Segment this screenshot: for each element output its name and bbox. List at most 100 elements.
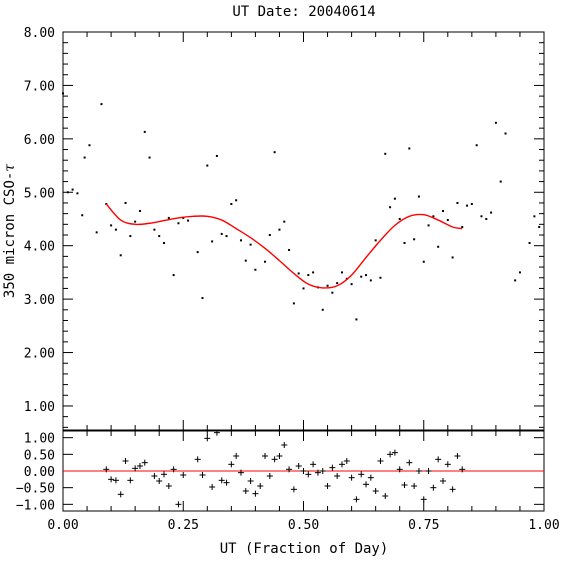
- residual-point: [117, 491, 124, 498]
- data-point: [88, 144, 91, 147]
- data-point: [374, 239, 377, 242]
- residual-point: [271, 456, 278, 463]
- chart-title: UT Date: 20040614: [232, 4, 375, 20]
- residual-point: [252, 490, 259, 497]
- residual-data-points: [103, 429, 466, 508]
- x-tick-label: 0.75: [408, 518, 439, 533]
- residual-point: [156, 478, 163, 484]
- residual-point: [194, 456, 201, 463]
- residual-point: [170, 466, 177, 473]
- y-tick-label: 4.00: [24, 240, 55, 255]
- x-axis-label: UT (Fraction of Day): [220, 541, 389, 557]
- data-point: [350, 283, 353, 286]
- data-point: [461, 225, 464, 228]
- residual-point: [363, 481, 370, 488]
- data-point: [518, 271, 521, 274]
- resid-y-tick-label: 1.00: [24, 432, 55, 447]
- fit-curve: [105, 203, 463, 289]
- residual-point: [305, 471, 312, 478]
- data-point: [360, 275, 363, 278]
- data-point: [215, 154, 218, 157]
- data-point: [71, 188, 74, 191]
- data-point: [441, 209, 444, 212]
- data-point: [283, 220, 286, 223]
- x-tick-label: 1.00: [528, 518, 559, 533]
- data-point: [427, 224, 430, 227]
- data-point: [369, 279, 372, 282]
- residual-point: [161, 471, 168, 478]
- residual-point: [430, 484, 437, 491]
- residual-point: [204, 435, 211, 442]
- data-point: [76, 192, 79, 195]
- data-point: [273, 151, 276, 154]
- residual-point: [257, 483, 264, 489]
- data-point: [129, 235, 132, 238]
- data-point: [119, 254, 122, 257]
- y-tick-label: 1.00: [24, 400, 55, 415]
- residual-point: [237, 469, 244, 476]
- data-point: [312, 271, 315, 274]
- data-point: [62, 92, 64, 95]
- residual-point: [209, 484, 216, 490]
- residual-point: [387, 451, 394, 458]
- residual-point: [348, 474, 355, 481]
- data-point: [239, 239, 242, 242]
- y-axis-label: 350 micron CSO-τ: [2, 164, 18, 298]
- data-point: [514, 279, 517, 282]
- residual-point: [377, 458, 384, 464]
- residual-point: [329, 464, 336, 471]
- data-point: [384, 152, 387, 155]
- main-panel: 1.00 2.00 3.00 4.00 5.00 6.00 7.00 8.00 350 mic…: [2, 26, 545, 431]
- residual-point: [367, 474, 374, 481]
- data-point: [268, 234, 271, 237]
- data-point: [124, 201, 127, 204]
- data-point: [403, 242, 406, 245]
- y-tick-label: 3.00: [24, 293, 55, 308]
- residual-point: [324, 483, 331, 489]
- residual-point: [199, 472, 206, 478]
- data-point: [499, 180, 502, 183]
- data-point: [134, 220, 137, 223]
- data-point: [172, 274, 175, 277]
- data-point: [365, 274, 368, 277]
- data-point: [163, 242, 166, 245]
- residual-panel: 1.000.50 0.00 −0.50−1.00: [16, 429, 545, 513]
- residual-point: [439, 478, 446, 484]
- residual-point: [266, 473, 273, 479]
- residual-point: [382, 493, 389, 499]
- data-point: [355, 318, 358, 321]
- residual-point: [449, 486, 456, 493]
- data-point: [480, 215, 483, 218]
- residual-point: [281, 442, 288, 448]
- residual-point: [233, 453, 240, 459]
- residual-point: [242, 488, 249, 494]
- residual-point: [314, 469, 321, 476]
- residual-point: [228, 461, 235, 468]
- data-point: [153, 228, 156, 231]
- data-point: [249, 243, 252, 246]
- data-point: [158, 235, 161, 238]
- residual-point: [401, 482, 408, 488]
- residual-point: [286, 466, 293, 473]
- tau-symbol: τ: [2, 164, 18, 172]
- data-point: [201, 297, 204, 300]
- residual-point: [300, 468, 307, 474]
- y-tick-label: 7.00: [24, 79, 55, 94]
- data-point: [422, 260, 425, 263]
- data-point: [528, 242, 531, 245]
- data-point: [244, 259, 247, 262]
- residual-point: [319, 468, 326, 474]
- data-point: [389, 206, 392, 209]
- x-tick-label: 0.25: [168, 518, 199, 533]
- data-point: [413, 238, 416, 241]
- data-point: [456, 201, 459, 204]
- data-point: [254, 268, 257, 271]
- data-point: [485, 217, 488, 220]
- data-point: [114, 228, 117, 231]
- data-point: [490, 211, 493, 214]
- residual-point: [132, 465, 139, 472]
- residual-point: [411, 483, 418, 489]
- data-point: [143, 130, 146, 133]
- main-plot-frame: [62, 31, 545, 431]
